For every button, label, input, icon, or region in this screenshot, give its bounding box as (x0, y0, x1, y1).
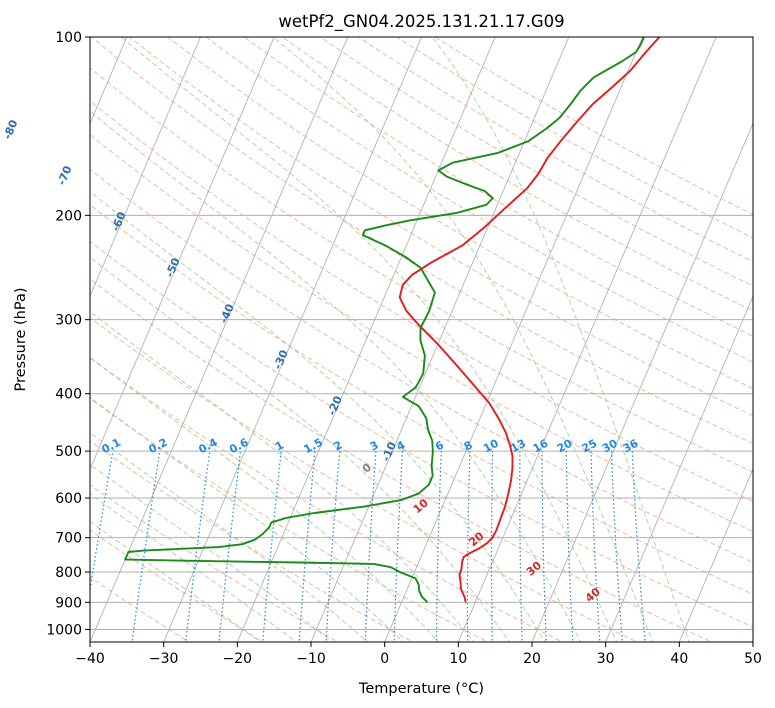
isotherm-line (531, 122, 753, 642)
y-tick-label: 300 (55, 313, 82, 329)
x-tick-label: −30 (149, 651, 179, 667)
mixing-ratio-label: 25 (580, 437, 600, 456)
moist-adiabat-line (272, 37, 654, 642)
dry-adiabat-line (90, 67, 753, 473)
mixing-ratio-line (565, 451, 574, 642)
isotherm-line (236, 37, 496, 642)
x-tick-label: −20 (223, 651, 253, 667)
mixing-ratio-line (364, 451, 377, 642)
y-axis-title: Pressure (hPa) (13, 287, 29, 391)
y-tick-label: 1000 (46, 622, 82, 638)
moist-adiabat-line (90, 493, 298, 642)
mixing-ratio-line (590, 451, 601, 642)
isotherm-line (678, 467, 753, 642)
moist-adiabat-line (90, 431, 369, 642)
mixing-ratio-label: 30 (600, 437, 620, 456)
moist-adiabat-line (90, 396, 404, 642)
x-tick-label: 50 (744, 651, 762, 667)
y-tick-label: 900 (55, 595, 82, 611)
y-tick-label: 600 (55, 491, 82, 507)
dry-adiabat-line (90, 168, 753, 564)
moist-adiabat-line (120, 37, 618, 642)
y-tick-label: 200 (55, 208, 82, 224)
y-tick-label: 700 (55, 531, 82, 547)
moist-adiabat-line (90, 520, 262, 642)
mixing-ratio-line (393, 451, 404, 642)
x-tick-label: 20 (523, 651, 541, 667)
y-tick-label: 800 (55, 565, 82, 581)
mixing-ratio-label: 10 (481, 437, 501, 456)
background-lines (90, 37, 753, 642)
isotherm-line (90, 37, 349, 642)
y-tick-label: 500 (55, 444, 82, 460)
x-tick-label: 30 (597, 651, 615, 667)
dry-adiabat-line (90, 204, 753, 595)
temperature-line (398, 37, 661, 603)
dry-adiabat-line (90, 134, 753, 533)
x-tick-label: 40 (670, 651, 688, 667)
plot-area (90, 37, 753, 642)
isotherm-line (310, 37, 570, 642)
mixing-ratio-line (466, 451, 471, 642)
x-tick-label: −10 (296, 651, 326, 667)
isotherm-line (457, 37, 717, 642)
isotherm-line (605, 295, 753, 642)
mixing-ratio-line (519, 451, 523, 642)
x-tick-label: 10 (449, 651, 467, 667)
axis-ticks: −40 −30 −20 −10 0 10 20 30 40 50 100 200 300 400 500 60… (46, 30, 762, 667)
mixing-ratio-label: 36 (621, 437, 641, 456)
x-axis-title: Temperature (°C) (358, 681, 484, 697)
isotherm-line (90, 37, 275, 471)
mixing-ratio-line (490, 451, 494, 642)
dry-adiabat-line (167, 37, 753, 390)
dry-adiabat-line (90, 356, 564, 642)
mixing-ratio-label: 16 (531, 437, 551, 456)
mixing-ratio-label: 20 (555, 437, 575, 456)
dewpoint-line (124, 37, 645, 603)
moist-adiabat-line (90, 110, 582, 642)
mixing-ratio-line (541, 451, 547, 642)
y-tick-label: 400 (55, 387, 82, 403)
mixing-ratio-label: 13 (508, 437, 528, 456)
plot-frame (89, 36, 754, 643)
isotherm-line (384, 37, 643, 642)
dry-adiabat-line (128, 37, 753, 417)
isotherm-line (90, 37, 201, 298)
profile-lines (124, 37, 661, 603)
mixing-ratio-line (435, 451, 442, 642)
dry-adiabat-line (90, 240, 753, 628)
y-tick-label: 100 (55, 30, 82, 46)
chart-title: wetPf2_GN04.2025.131.21.17.G09 (278, 12, 564, 32)
x-tick-label: −40 (75, 651, 105, 667)
x-tick-label: 0 (380, 651, 389, 667)
isotherm-line (163, 37, 422, 642)
dry-adiabat-line (90, 37, 753, 445)
